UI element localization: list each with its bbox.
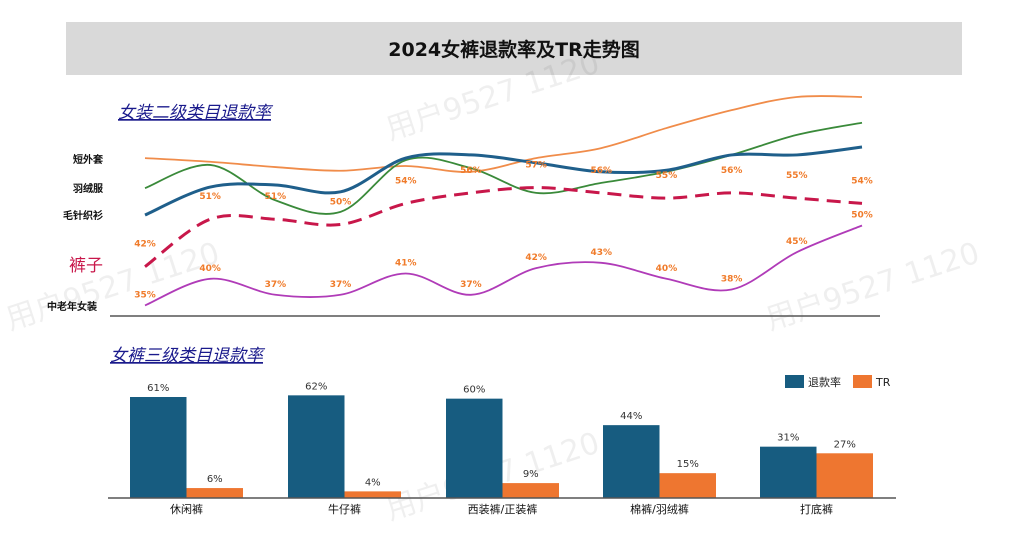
bar-value-label: 31%	[777, 433, 799, 444]
bar-value-label: 9%	[523, 469, 539, 480]
data-label: 40%	[656, 264, 678, 274]
bar-tr	[186, 488, 243, 498]
watermark: 用户9527 1120	[2, 236, 224, 338]
data-label: 38%	[721, 274, 743, 284]
data-label: 56%	[460, 166, 482, 176]
data-label: 42%	[134, 240, 156, 250]
data-label: 51%	[199, 192, 221, 202]
data-label: 55%	[786, 171, 808, 181]
data-label: 35%	[134, 290, 156, 300]
category-label: 西装裤/正装裤	[468, 502, 538, 516]
data-label: 40%	[199, 264, 221, 274]
bar-tr	[344, 491, 401, 498]
bar-value-label: 27%	[834, 439, 856, 450]
bar-value-label: 62%	[305, 381, 327, 392]
bar-refund	[130, 397, 187, 498]
legend-swatch	[785, 375, 804, 388]
data-label: 41%	[395, 258, 417, 268]
bar-refund	[446, 398, 503, 498]
data-label: 37%	[330, 280, 352, 290]
bar-chart: 61% 6% 休闲裤 62% 4% 牛仔裤 60% 9% 西装裤/正装裤 44% 15% 棉裤/羽绒裤…	[130, 375, 891, 516]
series-label: 羽绒服	[73, 182, 104, 195]
bar-tr	[659, 473, 716, 498]
legend-label: 退款率	[808, 375, 841, 389]
bar-refund	[288, 395, 345, 498]
line-chart-title: 女装二级类目退款率	[118, 103, 274, 123]
bar-value-label: 15%	[677, 459, 699, 470]
series-label: 短外套	[73, 153, 104, 166]
line-series-3	[144, 145, 863, 217]
bar-tr	[502, 483, 559, 498]
data-label: 56%	[590, 166, 612, 176]
page-title: 2024女裤退款率及TR走势图	[388, 39, 640, 61]
legend-swatch	[853, 375, 872, 388]
watermark: 用户9527 1120	[382, 46, 604, 148]
line-series-2	[144, 121, 863, 215]
bar-value-label: 60%	[463, 385, 485, 396]
data-label: 56%	[721, 166, 743, 176]
data-label: 51%	[265, 192, 287, 202]
category-label: 棉裤/羽绒裤	[630, 502, 689, 516]
category-label: 打底裤	[800, 502, 833, 516]
data-label: 37%	[460, 280, 482, 290]
series-label: 裤子	[69, 256, 103, 276]
bar-tr	[816, 453, 873, 498]
watermark: 用户9527 1120	[762, 236, 984, 338]
data-label: 50%	[851, 211, 873, 221]
bar-refund	[760, 446, 817, 498]
line-series-1	[144, 95, 863, 173]
bar-refund	[603, 425, 660, 498]
data-label: 57%	[525, 161, 547, 171]
data-label: 54%	[851, 176, 873, 186]
series-label: 中老年女装	[47, 300, 97, 313]
data-label: 50%	[330, 198, 352, 208]
bar-value-label: 4%	[365, 477, 381, 488]
bar-value-label: 6%	[207, 474, 223, 485]
category-label: 休闲裤	[170, 502, 203, 516]
data-label: 54%	[395, 176, 417, 186]
bar-chart-title: 女裤三级类目退款率	[110, 346, 266, 366]
title-band: 2024女裤退款率及TR走势图	[66, 22, 962, 75]
bar-value-label: 61%	[147, 383, 169, 394]
data-label: 42%	[525, 253, 547, 263]
bar-value-label: 44%	[620, 411, 642, 422]
category-label: 牛仔裤	[328, 502, 361, 516]
line-series-4	[144, 186, 863, 268]
data-label: 37%	[265, 280, 287, 290]
legend-label: TR	[875, 376, 891, 389]
data-label: 45%	[786, 237, 808, 247]
data-label: 43%	[590, 248, 612, 258]
line-series-5	[144, 224, 863, 307]
series-label: 毛针织衫	[63, 209, 103, 222]
data-label: 55%	[656, 171, 678, 181]
